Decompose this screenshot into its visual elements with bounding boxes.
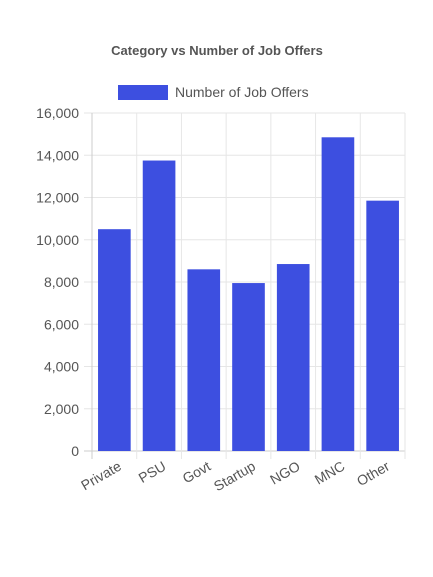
y-tick-label: 2,000 <box>44 401 79 417</box>
bar[interactable] <box>98 229 131 451</box>
bar[interactable] <box>142 160 176 451</box>
grid <box>84 112 406 459</box>
legend-label: Number of Job Offers <box>175 84 309 100</box>
y-tick-label: 12,000 <box>36 190 79 206</box>
chart-title: Category vs Number of Job Offers <box>111 43 323 58</box>
y-tick-label: 8,000 <box>44 274 79 290</box>
bar[interactable] <box>366 200 399 451</box>
x-tick-label: Govt <box>180 458 214 487</box>
bar[interactable] <box>187 269 221 451</box>
y-tick-label: 16,000 <box>36 105 79 121</box>
y-tick-label: 6,000 <box>44 316 79 332</box>
legend-swatch <box>118 85 168 100</box>
x-tick-label: MNC <box>312 458 348 488</box>
x-tick-label: NGO <box>267 458 303 488</box>
x-tick-label: Startup <box>211 458 258 495</box>
x-tick-label: Other <box>354 458 393 490</box>
y-tick-label: 4,000 <box>44 359 79 375</box>
legend[interactable]: Number of Job Offers <box>118 84 309 100</box>
y-tick-label: 14,000 <box>36 147 79 163</box>
bars <box>98 137 399 451</box>
bar[interactable] <box>276 264 310 451</box>
y-axis: 0 2,000 4,000 6,000 8,000 10,000 12,000 14,000 1… <box>36 105 79 459</box>
x-tick-label: Private <box>78 458 124 494</box>
y-tick-label: 10,000 <box>36 232 79 248</box>
x-tick-label: PSU <box>136 458 169 486</box>
y-tick-label: 0 <box>71 443 79 459</box>
bar[interactable] <box>232 283 265 451</box>
bar[interactable] <box>321 137 355 451</box>
